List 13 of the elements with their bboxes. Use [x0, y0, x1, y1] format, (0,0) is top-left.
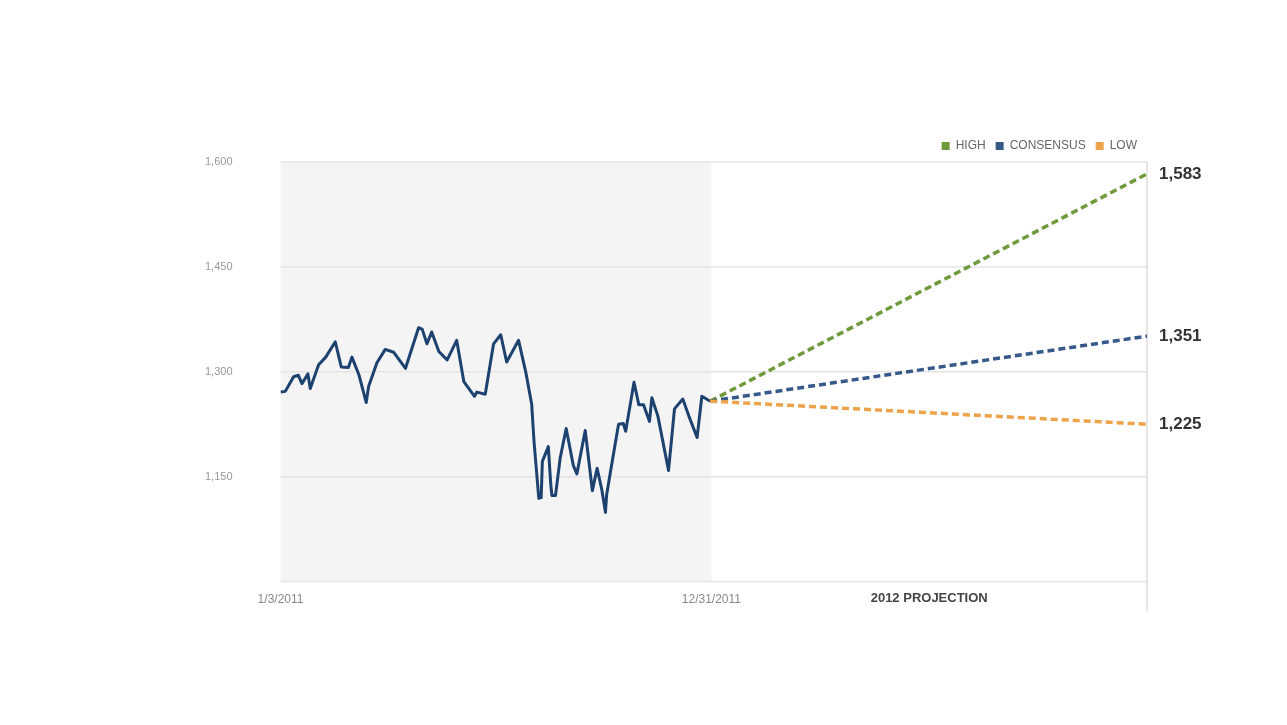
- data-label: 1,583: [1159, 163, 1202, 183]
- text: 2012 PROJECTION: [870, 589, 988, 605]
- x-tick-label: 12/31/2011: [681, 592, 742, 607]
- y-tick-label: 1,450: [205, 259, 233, 272]
- y-tick-label: 1,600: [205, 155, 233, 168]
- y-tick-label: 1,300: [205, 364, 233, 377]
- x-tick-label: 1/3/2011: [257, 592, 304, 607]
- legend-label: CONSENSUS: [1009, 138, 1086, 153]
- legend-label: LOW: [1109, 138, 1138, 153]
- data-label: 1,351: [1159, 325, 1202, 345]
- data-label: 1,225: [1159, 413, 1202, 433]
- legend-label: HIGH: [955, 138, 986, 153]
- y-tick-label: 1,150: [205, 469, 233, 482]
